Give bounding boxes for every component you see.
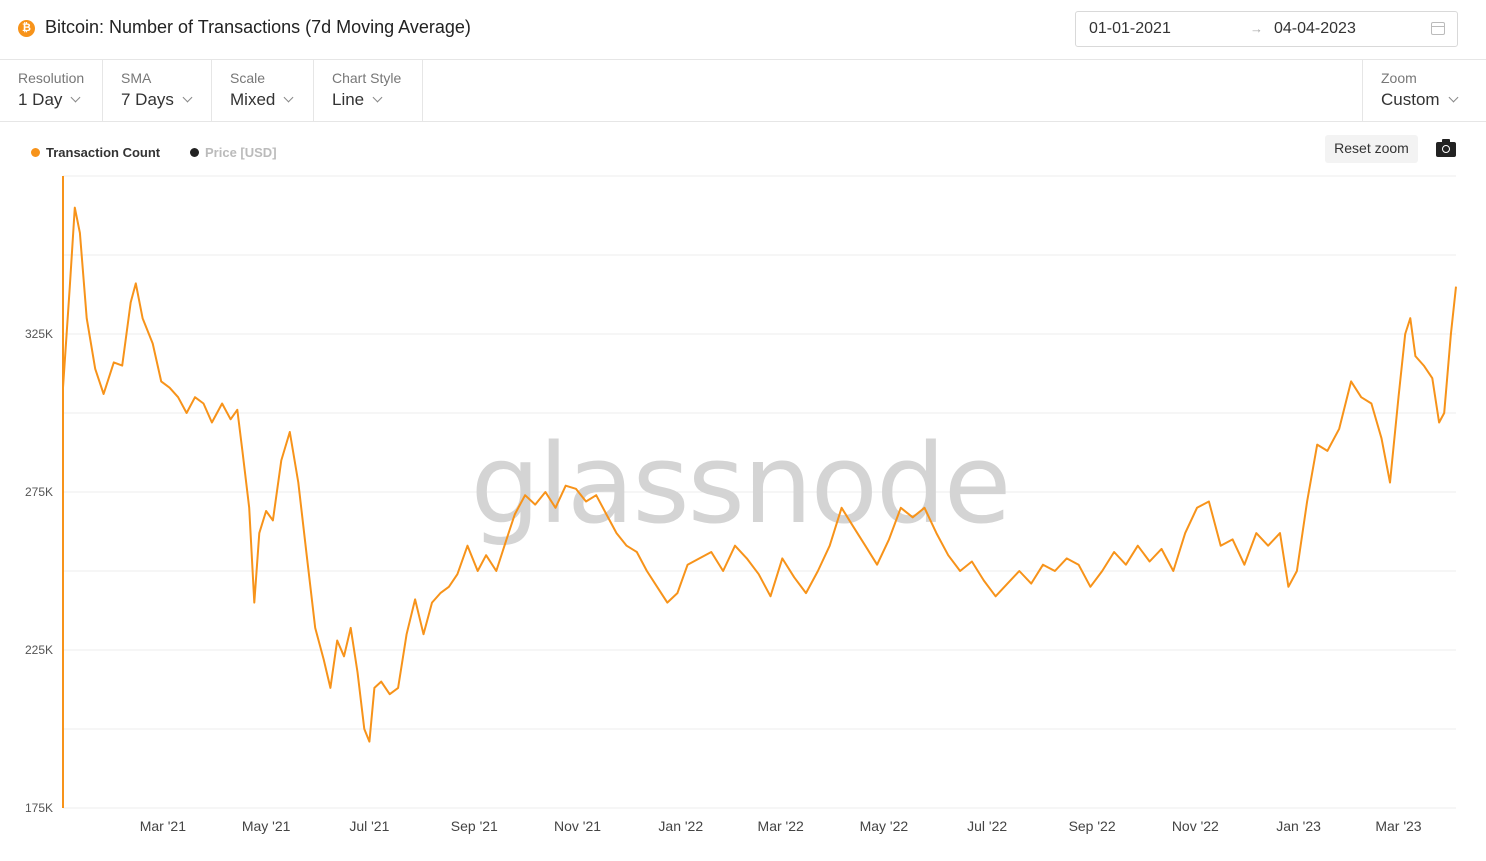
chart-header: ₿ Bitcoin: Number of Transactions (7d Mo… bbox=[0, 0, 1486, 60]
y-tick-label: 225K bbox=[25, 643, 53, 657]
resolution-dropdown[interactable]: Resolution 1 Day bbox=[0, 60, 103, 121]
bitcoin-icon: ₿ bbox=[18, 20, 35, 37]
y-tick-label: 325K bbox=[25, 327, 53, 341]
chart-style-dropdown[interactable]: Chart Style Line bbox=[314, 60, 423, 121]
grid-lines bbox=[63, 175, 1456, 809]
x-tick-label: Nov '22 bbox=[1172, 818, 1219, 834]
x-tick-label: Jan '22 bbox=[658, 818, 703, 834]
watermark: glassnode bbox=[471, 420, 1010, 548]
y-tick-label: 175K bbox=[25, 801, 53, 815]
series-line-transaction-count[interactable] bbox=[62, 206, 1457, 743]
legend-item-price[interactable]: Price [USD] bbox=[190, 145, 277, 160]
y-axis: 175K 225K 275K 325K bbox=[25, 327, 53, 815]
legend-dot-icon bbox=[31, 148, 40, 157]
scale-dropdown[interactable]: Scale Mixed bbox=[212, 60, 314, 121]
chart-style-label: Chart Style bbox=[332, 70, 402, 86]
y-tick-label: 275K bbox=[25, 485, 53, 499]
x-tick-label: Jul '22 bbox=[967, 818, 1007, 834]
date-to-input[interactable]: 04-04-2023 bbox=[1274, 20, 1356, 37]
x-tick-label: May '21 bbox=[242, 818, 291, 834]
camera-icon[interactable] bbox=[1436, 139, 1456, 157]
scale-label: Scale bbox=[230, 70, 266, 86]
chart-style-value: Line bbox=[332, 90, 383, 110]
zoom-label: Zoom bbox=[1381, 70, 1417, 86]
legend-label: Transaction Count bbox=[46, 145, 161, 160]
x-tick-label: Jan '23 bbox=[1276, 818, 1321, 834]
legend-item-transaction-count[interactable]: Transaction Count bbox=[31, 145, 160, 160]
x-tick-label: Mar '22 bbox=[758, 818, 804, 834]
resolution-value: 1 Day bbox=[18, 90, 81, 110]
x-tick-label: Mar '21 bbox=[140, 818, 186, 834]
scale-value: Mixed bbox=[230, 90, 294, 110]
calendar-icon[interactable] bbox=[1431, 22, 1445, 35]
sma-label: SMA bbox=[121, 70, 152, 86]
x-tick-label: Nov '21 bbox=[554, 818, 601, 834]
resolution-label: Resolution bbox=[18, 70, 85, 86]
date-from-input[interactable]: 01-01-2021 bbox=[1089, 20, 1171, 37]
x-tick-label: Sep '21 bbox=[451, 818, 498, 834]
zoom-dropdown[interactable]: Zoom Custom bbox=[1362, 60, 1486, 121]
x-tick-label: Sep '22 bbox=[1069, 818, 1116, 834]
x-axis: Mar '21 May '21 Jul '21 Sep '21 Nov '21 Jan '… bbox=[140, 818, 1422, 834]
x-tick-label: May '22 bbox=[860, 818, 909, 834]
arrow-right-icon: → bbox=[1250, 21, 1263, 36]
chart-controls-bar: Resolution 1 Day SMA 7 Days Scale Mixed … bbox=[0, 60, 1486, 122]
x-tick-label: Mar '23 bbox=[1375, 818, 1421, 834]
zoom-value: Custom bbox=[1381, 90, 1459, 110]
date-range-picker[interactable]: 01-01-2021 → 04-04-2023 bbox=[1075, 11, 1458, 47]
x-tick-label: Jul '21 bbox=[349, 818, 389, 834]
legend-dot-icon bbox=[190, 148, 199, 157]
legend-label: Price [USD] bbox=[205, 145, 277, 160]
reset-zoom-button[interactable]: Reset zoom bbox=[1325, 135, 1418, 163]
sma-value: 7 Days bbox=[121, 90, 193, 110]
chart-title: Bitcoin: Number of Transactions (7d Movi… bbox=[45, 17, 471, 37]
sma-dropdown[interactable]: SMA 7 Days bbox=[103, 60, 212, 121]
